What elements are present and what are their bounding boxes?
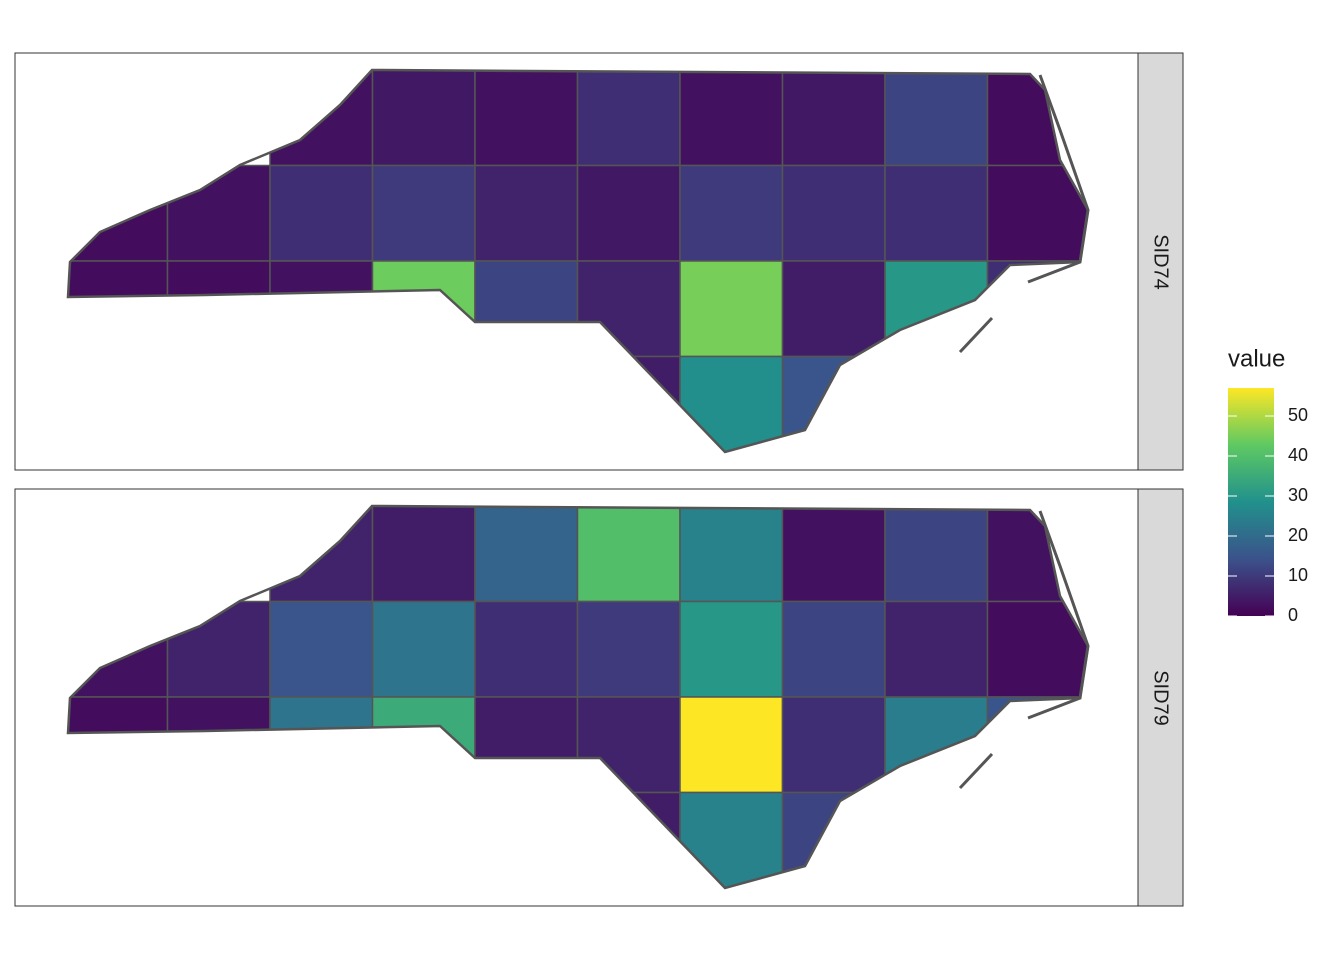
colorbar-tick-label: 40 (1288, 445, 1308, 465)
strip-label: SID79 (1150, 670, 1172, 726)
county-region (576, 164, 681, 262)
county-region (371, 70, 476, 167)
county-region (781, 70, 886, 167)
county-region (371, 164, 476, 262)
county-region (679, 696, 784, 794)
county-region (269, 164, 374, 262)
county-region (679, 506, 784, 603)
county-region (576, 506, 681, 603)
county-region (884, 164, 989, 262)
strip (1137, 52, 1184, 471)
colorbar-tick-label: 50 (1288, 405, 1308, 425)
facet-panel: SID74 (14, 52, 1184, 471)
colorbar (1228, 388, 1274, 616)
strip-label: SID74 (1150, 234, 1172, 290)
county-region (884, 70, 989, 167)
county-region (781, 506, 886, 603)
county-region (781, 696, 886, 794)
county-region (884, 600, 989, 698)
county-region (781, 260, 886, 358)
county-region (679, 260, 784, 358)
county-region (371, 600, 476, 698)
colorbar-tick-label: 0 (1288, 605, 1298, 625)
county-region (781, 164, 886, 262)
county-region (474, 506, 579, 603)
county-region (679, 600, 784, 698)
county-region (679, 70, 784, 167)
outer-banks (958, 316, 994, 354)
county-region (576, 600, 681, 698)
colorbar-tick-label: 20 (1288, 525, 1308, 545)
strip (1137, 488, 1184, 907)
county-region (679, 164, 784, 262)
county-region (781, 600, 886, 698)
county-region (474, 164, 579, 262)
colorbar-tick-label: 30 (1288, 485, 1308, 505)
legend-title: value (1228, 345, 1285, 372)
outer-banks (1027, 510, 1090, 720)
county-region (371, 506, 476, 603)
county-region (576, 70, 681, 167)
outer-banks (1027, 74, 1090, 284)
county-region (474, 600, 579, 698)
county-region (474, 70, 579, 167)
facet-panel: SID79 (14, 488, 1184, 907)
colorbar-tick-label: 10 (1288, 565, 1308, 585)
county-region (884, 506, 989, 603)
outer-banks (958, 752, 994, 790)
county-region (269, 600, 374, 698)
